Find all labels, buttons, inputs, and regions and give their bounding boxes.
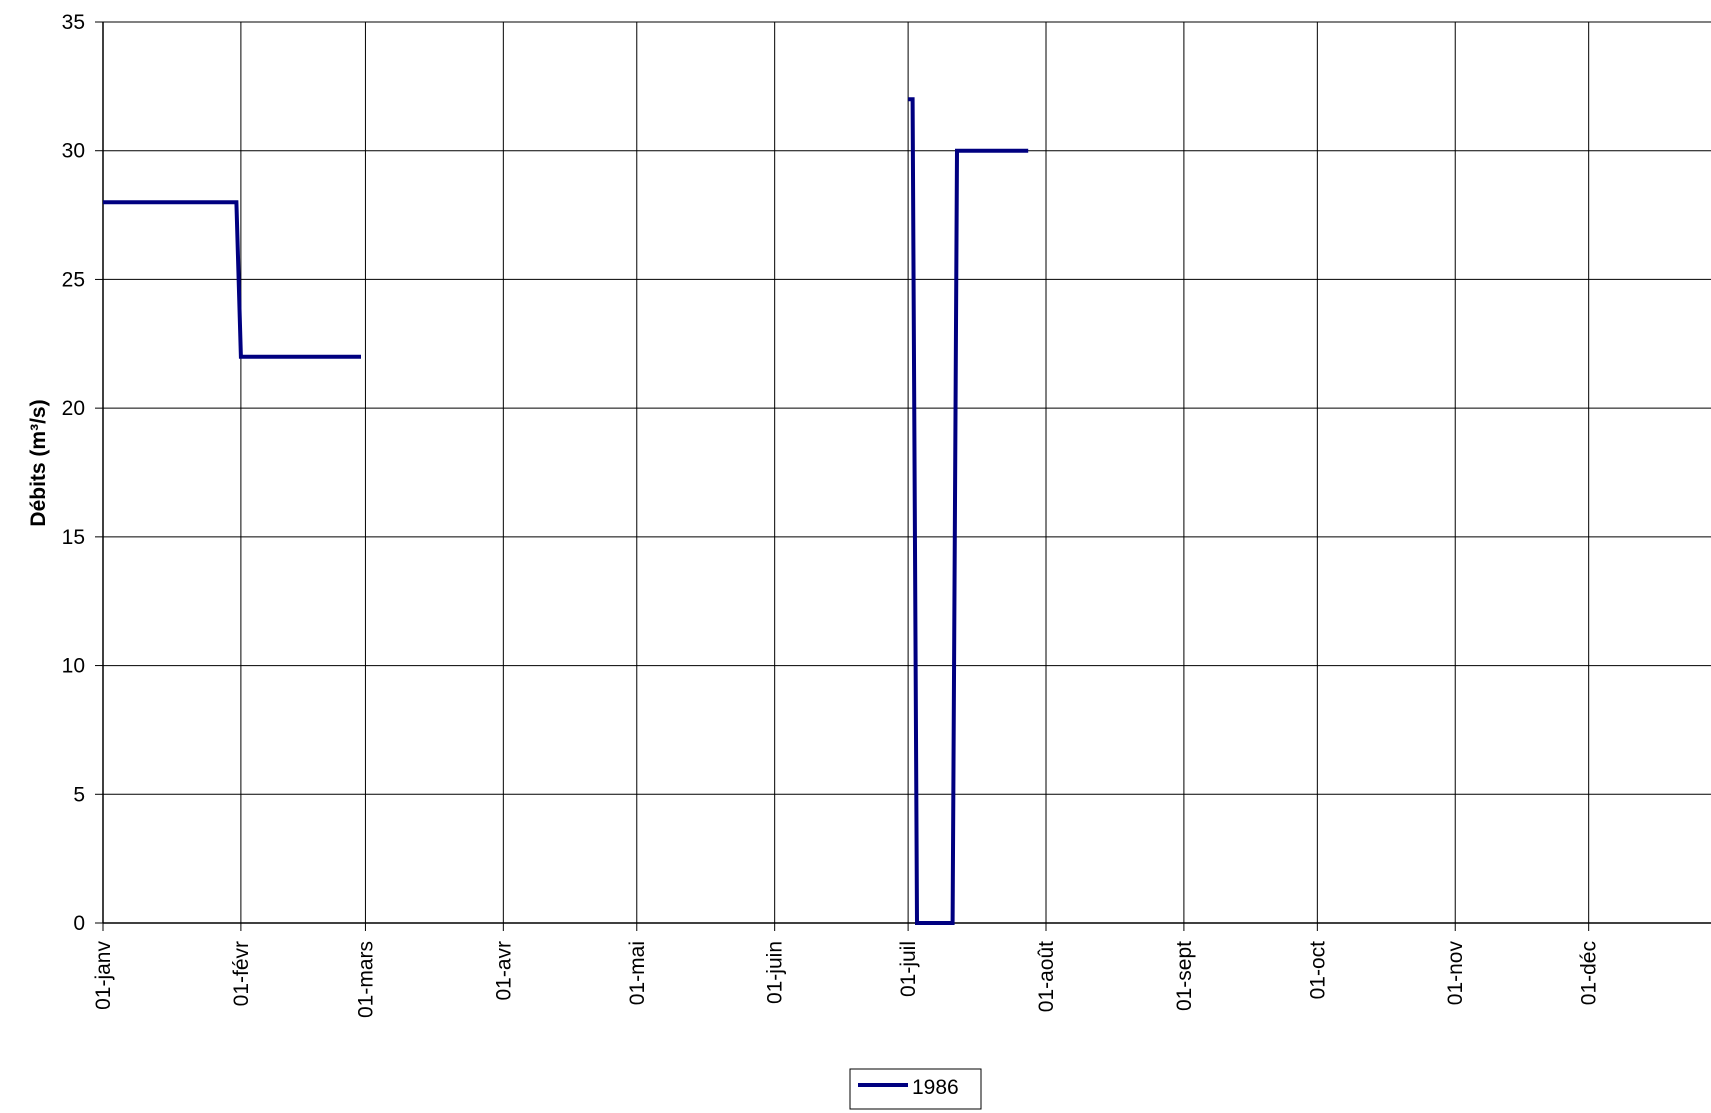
x-tick-label: 01-août (1035, 941, 1058, 1012)
x-tick-label: 01-oct (1306, 941, 1329, 1000)
y-tick-label: 15 (62, 526, 85, 549)
x-tick-label: 01-mai (626, 941, 649, 1005)
x-tick-label: 01-déc (1578, 941, 1601, 1005)
x-tick-labels: 01-janv 01-févr 01-mars 01-avr 01-mai 01-juin… (92, 941, 1601, 1019)
legend[interactable]: 1986 (849, 1068, 982, 1110)
y-tick-labels: 0 5 10 15 20 25 30 35 (62, 11, 85, 935)
x-tick-label: 01-juin (764, 941, 787, 1004)
x-tick-label: 01-janv (92, 941, 115, 1010)
y-tick-label: 35 (62, 11, 85, 34)
legend-label-1986: 1986 (912, 1076, 959, 1099)
x-tick-label: 01-juil (897, 941, 920, 997)
y-tick-label: 0 (73, 912, 85, 935)
axes (95, 21, 1711, 931)
x-tick-label: 01-févr (230, 941, 253, 1006)
y-tick-label: 5 (73, 783, 85, 806)
legend-box (849, 1068, 982, 1110)
y-tick-label: 25 (62, 268, 85, 291)
y-tick-label: 30 (62, 140, 85, 163)
series-line-1986-segment-1 (103, 200, 361, 359)
x-tick-label: 01-mars (354, 941, 377, 1018)
x-tick-label: 01-avr (492, 941, 515, 1001)
x-tick-label: 01-sept (1173, 941, 1196, 1011)
series-line-1986-segment-2 (908, 97, 1029, 925)
y-tick-label: 10 (62, 655, 85, 678)
gridlines (103, 21, 1711, 923)
x-tick-label: 01-nov (1444, 941, 1467, 1006)
y-axis-title: Débits (m³/s) (27, 399, 50, 526)
y-tick-label: 20 (62, 397, 85, 420)
series-lines (103, 97, 1029, 925)
